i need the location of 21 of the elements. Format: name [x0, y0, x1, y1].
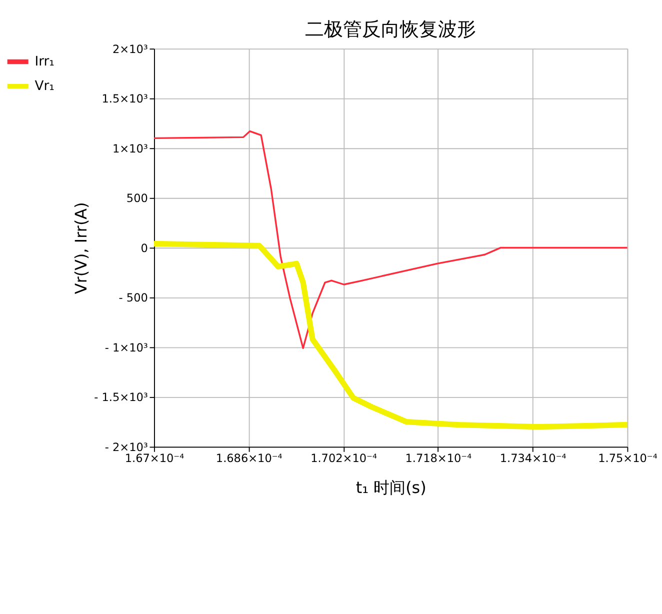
x-tick-label: 1.67×10⁻⁴: [124, 452, 185, 466]
x-tick-label: 1.718×10⁻⁴: [405, 452, 472, 466]
y-tick-label: - 2×10³: [104, 440, 148, 454]
y-tick-label: 0: [140, 242, 148, 255]
x-tick-label: 1.734×10⁻⁴: [500, 452, 567, 466]
x-tick-label: 1.686×10⁻⁴: [216, 452, 283, 466]
x-axis-title: t₁ 时间(s): [356, 478, 426, 498]
y-tick-label: 2×10³: [112, 42, 148, 56]
y-tick-label: 500: [126, 192, 148, 206]
x-tick-label: 1.702×10⁻⁴: [310, 452, 378, 466]
chart-title: 二极管反向恢复波形: [305, 19, 476, 40]
y-tick-label: - 1.5×10³: [94, 391, 148, 404]
y-tick-label: - 500: [118, 292, 148, 305]
y-tick-label: 1.5×10³: [102, 92, 148, 106]
y-axis-title: Vr(V), Irr(A): [72, 202, 91, 294]
y-tick-label: - 1×10³: [104, 341, 148, 354]
line-series: [153, 130, 628, 350]
legend-label: Irr₁: [34, 54, 54, 70]
legend-label: Vr₁: [34, 78, 54, 94]
x-tick-label: 1.75×10⁻⁴: [598, 452, 658, 466]
y-tick-label: 1×10³: [112, 142, 148, 156]
